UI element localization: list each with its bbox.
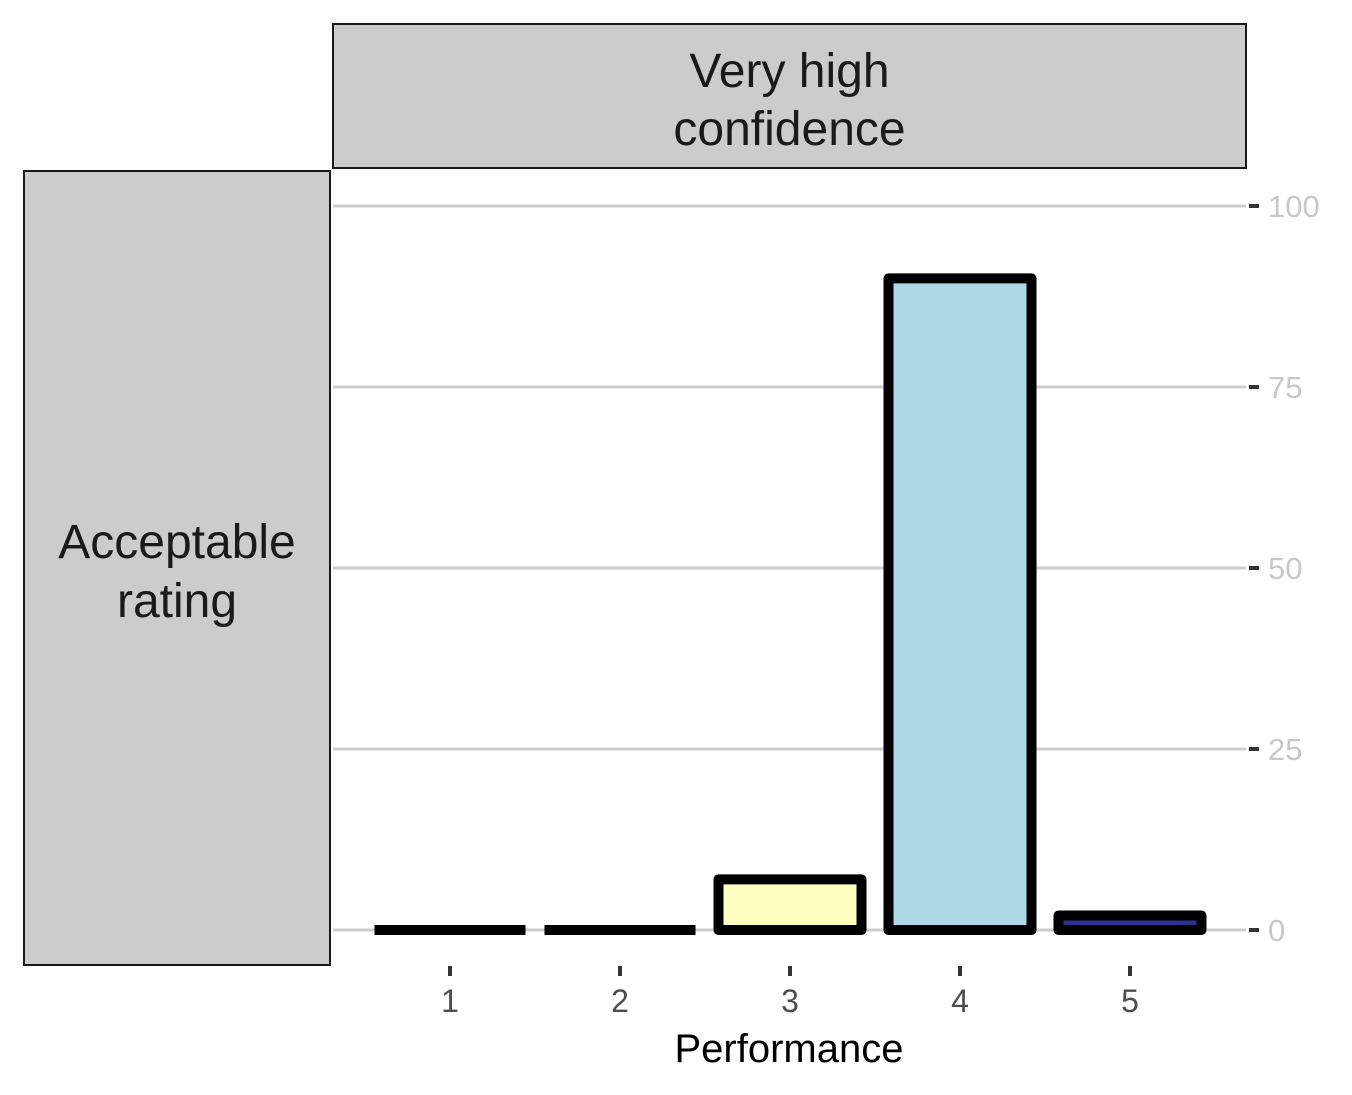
y-axis: 0 25 50 75 100 — [1249, 189, 1320, 948]
row-facet-label-line-1: Acceptable — [58, 516, 296, 569]
x-axis: 1 2 3 4 5 — [441, 966, 1139, 1019]
row-facet-label-line-2: rating — [117, 575, 237, 628]
row-facet-strip: Acceptable rating — [23, 170, 331, 966]
column-facet-strip: Very high confidence — [332, 23, 1247, 169]
y-tick-label-75: 75 — [1268, 370, 1302, 405]
column-facet-label-line-1: Very high — [689, 45, 889, 98]
y-tick-label-0: 0 — [1268, 913, 1285, 948]
bar-3 — [713, 874, 867, 936]
row-facet-strip-background — [23, 170, 331, 966]
x-tick-label-2: 2 — [611, 983, 629, 1019]
x-axis-title: Performance — [675, 1027, 904, 1071]
x-tick-label-4: 4 — [951, 983, 969, 1019]
grid-lines — [333, 204, 1246, 932]
bars — [374, 273, 1207, 936]
column-facet-label-line-2: confidence — [673, 103, 905, 156]
bar-5 — [1053, 910, 1207, 936]
x-tick-label-3: 3 — [781, 983, 799, 1019]
column-facet-strip-background — [332, 23, 1247, 169]
y-tick-label-25: 25 — [1268, 732, 1302, 767]
y-tick-label-50: 50 — [1268, 551, 1302, 586]
x-tick-label-1: 1 — [441, 983, 459, 1019]
bar-4 — [883, 273, 1037, 935]
y-tick-label-100: 100 — [1268, 189, 1320, 224]
x-tick-label-5: 5 — [1121, 983, 1139, 1019]
